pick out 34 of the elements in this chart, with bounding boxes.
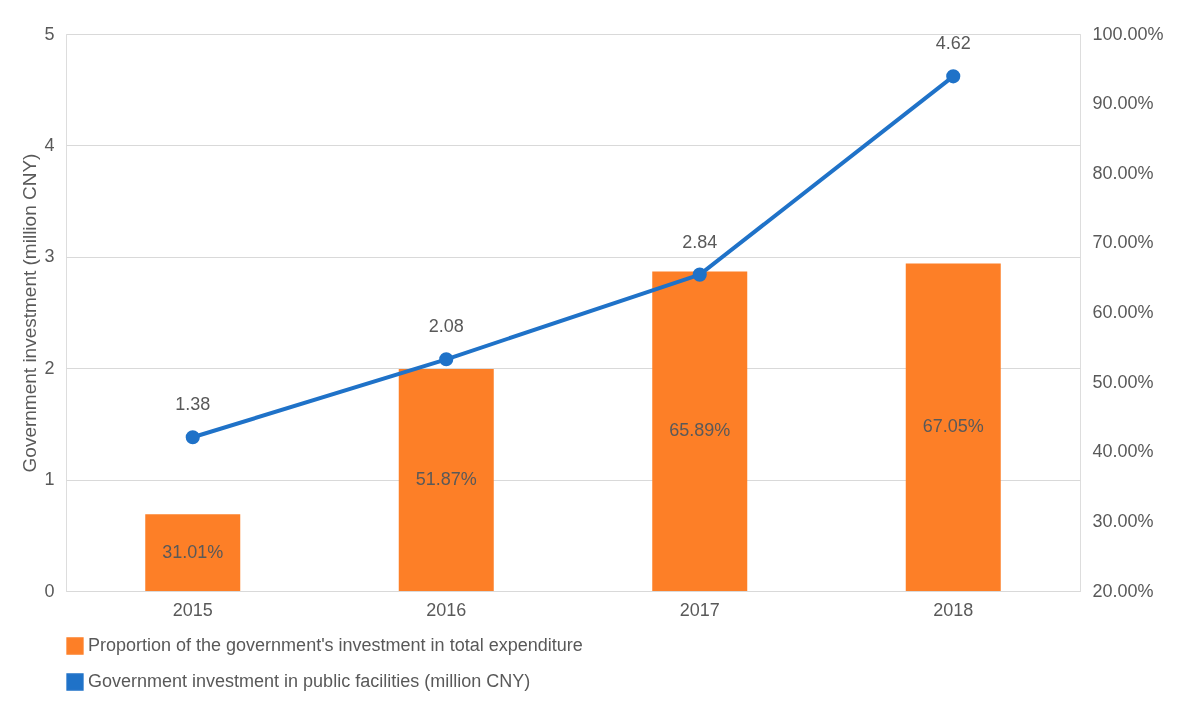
data-label: 51.87% xyxy=(415,469,477,490)
y2-tick-label: 20.00% xyxy=(1092,580,1154,601)
y2-tick-label: 50.00% xyxy=(1092,371,1154,392)
y-tick-label: 2 xyxy=(44,357,55,378)
data-label: 65.89% xyxy=(669,420,731,441)
x-tick-label: 2018 xyxy=(933,599,974,620)
y-tick-label: 1 xyxy=(44,469,55,490)
y2-tick-label: 100.00% xyxy=(1092,23,1164,44)
data-label: 2.08 xyxy=(428,316,464,337)
x-tick-label: 2017 xyxy=(679,599,720,620)
data-label: 2.84 xyxy=(682,231,718,252)
point xyxy=(185,430,200,445)
data-label: 1.38 xyxy=(175,394,211,415)
data-label: 31.01% xyxy=(162,541,224,562)
point xyxy=(946,69,961,84)
data-label: 67.05% xyxy=(922,416,984,437)
y-tick-label: 3 xyxy=(44,246,55,267)
point xyxy=(692,267,707,282)
y-tick-label: 0 xyxy=(44,580,55,601)
y-tick-label: 5 xyxy=(44,23,55,44)
legend-label: Government investment in public facilities (million CNY) xyxy=(88,671,531,691)
y2-tick-label: 70.00% xyxy=(1092,232,1154,253)
y2-tick-label: 80.00% xyxy=(1092,162,1154,183)
y2-tick-label: 60.00% xyxy=(1092,302,1154,322)
x-tick-label: 2015 xyxy=(172,599,213,620)
y2-tick-label: 90.00% xyxy=(1092,93,1154,114)
y-axis-title: Government investment (million CNY) xyxy=(19,153,41,473)
y2-tick-label: 40.00% xyxy=(1092,441,1154,462)
legend-label: Proportion of the government's investment in total expenditure xyxy=(88,635,583,655)
y2-tick-label: 30.00% xyxy=(1092,510,1154,531)
y-tick-label: 4 xyxy=(44,134,55,155)
point xyxy=(439,352,454,367)
data-label: 4.62 xyxy=(935,33,971,54)
x-tick-label: 2016 xyxy=(426,599,467,620)
